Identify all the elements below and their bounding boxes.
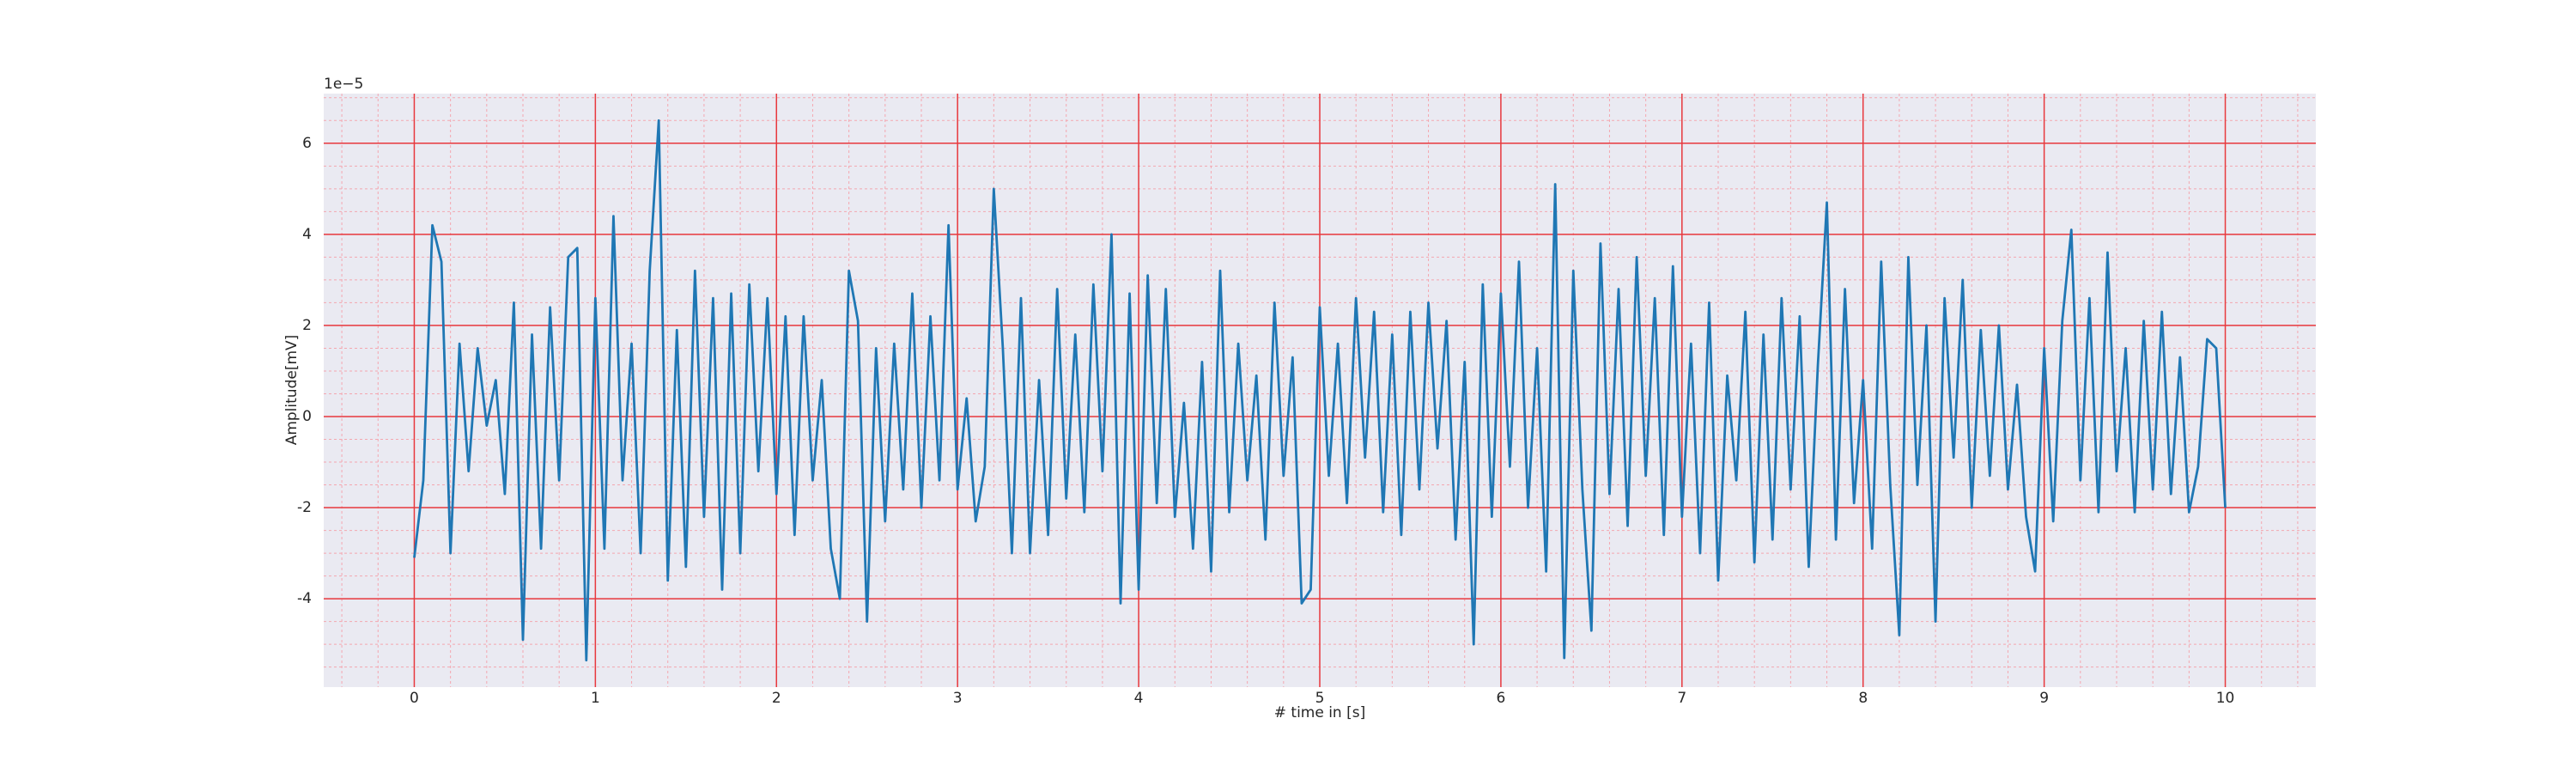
x-tick-label: 6 [1496, 690, 1505, 707]
x-tick-label: 0 [410, 690, 419, 707]
x-tick-label: 8 [1858, 690, 1868, 707]
x-tick-label: 9 [2039, 690, 2049, 707]
y-tick-label: -2 [297, 499, 312, 516]
y-axis-label: Amplitude[mV] [283, 335, 301, 446]
x-tick-label: 4 [1134, 690, 1144, 707]
y-tick-label: 6 [302, 135, 312, 152]
x-axis-label: # time in [s] [1274, 704, 1365, 721]
x-tick-label: 3 [953, 690, 963, 707]
x-tick-label: 5 [1315, 690, 1325, 707]
y-tick-label: 2 [302, 317, 312, 334]
data-line [413, 119, 2227, 662]
y-tick-label: 4 [302, 226, 312, 243]
x-tick-label: 2 [772, 690, 781, 707]
x-tick-label: 10 [2216, 690, 2235, 707]
x-tick-label: 7 [1677, 690, 1686, 707]
y-tick-label: -4 [297, 590, 312, 607]
x-tick-label: 1 [591, 690, 600, 707]
y-offset-text: 1e−5 [324, 76, 363, 93]
y-tick-label: 0 [302, 408, 312, 425]
